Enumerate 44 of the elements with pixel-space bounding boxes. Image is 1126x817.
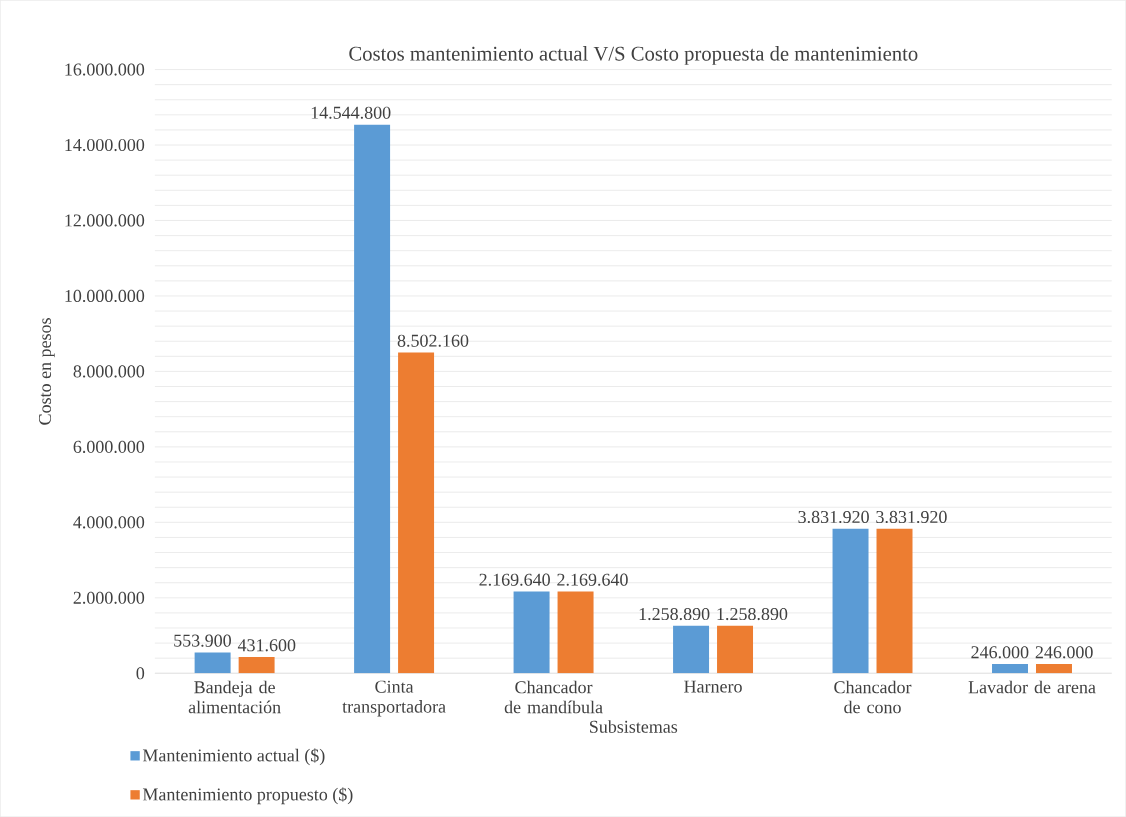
data-label: 246.000: [971, 646, 1029, 659]
x-tick-label: Bandeja de alimentación: [188, 680, 281, 714]
y-tick-label: 0: [136, 667, 145, 680]
legend-label: Mantenimiento actual ($): [142, 748, 325, 766]
x-tick-label: Lavador de arena: [968, 680, 1096, 694]
legend-label: Mantenimiento propuesto ($): [142, 787, 353, 805]
bar: [876, 528, 913, 674]
chart-title: Costos mantenimiento actual V/S Costo propuesta de mantenimiento: [349, 46, 918, 65]
y-tick-label: 8.000.000: [73, 365, 145, 378]
data-label: 246.000: [1035, 646, 1093, 659]
y-tick-label: 16.000.000: [65, 63, 145, 76]
data-label: 3.831.920: [798, 510, 869, 524]
x-tick-label: Chancador de cono: [834, 680, 912, 714]
x-axis-title: Subsistemas: [590, 720, 678, 733]
bar: [238, 656, 275, 674]
y-tick-label: 10.000.000: [65, 289, 145, 302]
bar: [673, 625, 710, 674]
y-tick-label: 4.000.000: [73, 516, 145, 529]
bar: [513, 591, 550, 674]
bar: [354, 124, 391, 674]
bar: [992, 663, 1028, 674]
data-label: 3.831.920: [876, 510, 947, 524]
x-tick-label: Harnero: [684, 680, 742, 693]
bar: [832, 528, 869, 674]
data-label: 14.544.800: [311, 106, 391, 119]
bar: [717, 625, 754, 674]
bar: [398, 352, 435, 674]
bar: [557, 591, 594, 674]
x-tick-label: Cinta transportadora: [342, 680, 446, 717]
y-tick-label: 6.000.000: [73, 440, 145, 453]
y-axis-title: Costo en pesos: [38, 318, 55, 425]
data-label: 8.502.160: [397, 334, 469, 347]
data-label: 2.169.640: [479, 573, 550, 586]
y-tick-label: 14.000.000: [65, 138, 145, 152]
y-tick-label: 2.000.000: [73, 591, 145, 604]
bar: [194, 652, 231, 674]
data-label: 1.258.890: [717, 607, 788, 621]
bar: [1036, 663, 1072, 674]
data-label: 553.900: [174, 634, 231, 647]
y-tick-label: 12.000.000: [65, 214, 145, 227]
x-tick-label: Chancador de mandíbula: [504, 680, 603, 714]
data-label: 431.600: [237, 639, 296, 652]
data-label: 1.258.890: [639, 607, 710, 621]
data-label: 2.169.640: [557, 573, 628, 586]
